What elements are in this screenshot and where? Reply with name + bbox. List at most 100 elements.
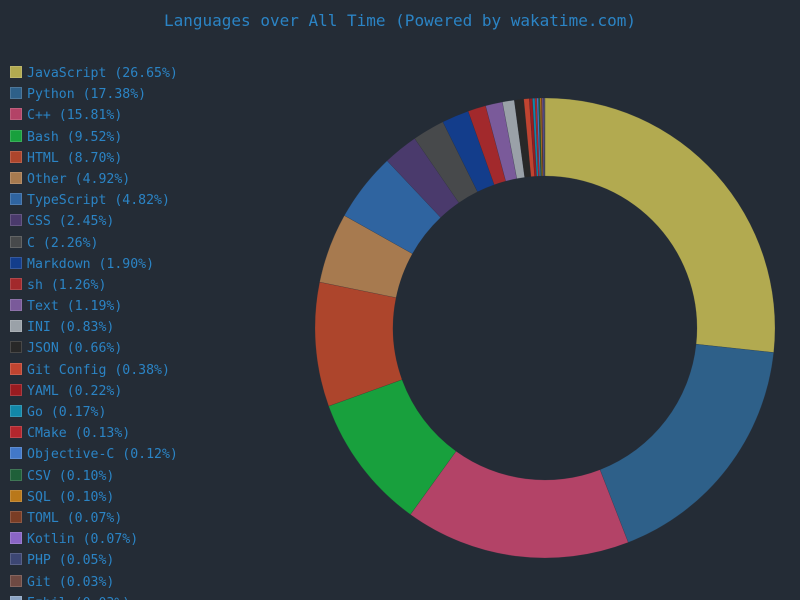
legend-item: C++ (15.81%) [10, 104, 178, 125]
legend-item: Bash (9.52%) [10, 126, 178, 147]
pie-slice-bash [328, 379, 457, 515]
legend-item: PHP (0.05%) [10, 549, 178, 570]
legend-item: Git Config (0.38%) [10, 359, 178, 380]
legend-swatch [10, 489, 22, 502]
legend-label: TypeScript (4.82%) [27, 193, 170, 209]
legend-swatch [10, 150, 22, 163]
legend-item: INI (0.83%) [10, 316, 178, 337]
legend-swatch [10, 214, 22, 227]
pie-slice-go [532, 97, 539, 177]
legend-label: Objective-C (0.12%) [27, 447, 178, 463]
legend-item: sh (1.26%) [10, 274, 178, 295]
legend-label: Ezhil (0.03%) [27, 596, 130, 600]
legend-label: Kotlin (0.07%) [27, 532, 139, 548]
pie-slice-toml [541, 97, 544, 177]
legend-label: sh (1.26%) [27, 277, 107, 293]
legend-item: Objective-C (0.12%) [10, 443, 178, 464]
legend-label: CSV (0.10%) [27, 468, 115, 484]
legend-item: JavaScript (26.65%) [10, 62, 178, 83]
legend-label: Text (1.19%) [27, 299, 123, 315]
chart-title: Languages over All Time (Powered by waka… [163, 11, 636, 30]
legend-swatch [10, 383, 22, 396]
legend-label: C (2.26%) [27, 235, 99, 251]
legend-item: TypeScript (4.82%) [10, 189, 178, 210]
legend-label: JavaScript (26.65%) [27, 66, 178, 81]
legend-label: Other (4.92%) [27, 171, 131, 187]
pie-slice-csv [538, 97, 542, 177]
pie-slice-kotlin [542, 97, 545, 177]
legend-swatch [10, 277, 22, 290]
legend-swatch [10, 447, 22, 460]
legend-item: Kotlin (0.07%) [10, 528, 178, 549]
legend-label: CMake (0.13%) [27, 426, 131, 442]
pie-slice-typescript [344, 160, 442, 255]
legend-item: HTML (8.70%) [10, 147, 178, 168]
legend-label: Git Config (0.38%) [27, 362, 170, 378]
legend-label: C++ (15.81%) [27, 108, 123, 124]
legend-swatch [10, 426, 22, 439]
legend-item: TOML (0.07%) [10, 507, 178, 528]
pie-slice-c [414, 121, 478, 204]
legend-label: Go (0.17%) [27, 405, 107, 420]
pie-slice-python [599, 343, 774, 543]
pie-slice-git-config [523, 98, 535, 177]
legend-item: YAML (0.22%) [10, 380, 178, 401]
legend-label: Python (17.38%) [27, 87, 147, 103]
pie-slice-other [319, 215, 413, 298]
legend-swatch [10, 468, 22, 481]
legend-label: Git (0.03%) [27, 574, 115, 590]
legend-swatch [10, 362, 22, 375]
legend-swatch [10, 108, 22, 121]
legend-item: CMake (0.13%) [10, 422, 178, 443]
legend-label: SQL (0.10%) [27, 489, 115, 505]
legend-label: CSS (2.45%) [27, 214, 115, 230]
legend-item: C (2.26%) [10, 232, 178, 253]
legend-item: Git (0.03%) [10, 571, 178, 592]
legend-swatch [10, 66, 22, 78]
pie-slice-html [314, 281, 403, 407]
legend-swatch [10, 235, 22, 248]
pie-slice-css [386, 138, 460, 218]
legend-swatch [10, 299, 22, 312]
legend-label: Markdown (1.90%) [27, 256, 155, 272]
legend-label: HTML (8.70%) [27, 150, 123, 166]
legend-swatch [10, 129, 22, 142]
legend-swatch [10, 341, 22, 354]
legend-swatch [10, 256, 22, 269]
chart-legend: JavaScript (26.65%) Python (17.38%) C++ (1… [10, 62, 178, 600]
legend-swatch [10, 171, 22, 184]
pie-slice-text [485, 101, 518, 182]
legend-label: TOML (0.07%) [27, 510, 123, 526]
legend-item: SQL (0.10%) [10, 486, 178, 507]
pie-slice-sql [539, 97, 543, 177]
legend-item: JSON (0.66%) [10, 337, 178, 358]
pie-slice-c- [410, 450, 629, 559]
legend-item: Markdown (1.90%) [10, 253, 178, 274]
legend-item: Other (4.92%) [10, 168, 178, 189]
legend-label: PHP (0.05%) [27, 553, 115, 569]
legend-swatch [10, 532, 22, 545]
legend-item: CSS (2.45%) [10, 210, 178, 231]
pie-slice-sh [467, 105, 507, 186]
legend-swatch [10, 87, 22, 100]
legend-swatch [10, 320, 22, 333]
legend-item: Go (0.17%) [10, 401, 178, 422]
legend-item: Text (1.19%) [10, 295, 178, 316]
pie-slice-cmake [534, 97, 540, 177]
pie-slice-yaml [528, 98, 537, 177]
legend-label: INI (0.83%) [27, 320, 115, 336]
legend-label: JSON (0.66%) [27, 341, 123, 357]
legend-item: Ezhil (0.03%) [10, 592, 178, 600]
legend-swatch [10, 553, 22, 566]
legend-swatch [10, 595, 22, 600]
legend-label: YAML (0.22%) [27, 383, 123, 399]
legend-label: Bash (9.52%) [27, 129, 123, 145]
pie-slice-objective-c [536, 97, 541, 177]
legend-swatch [10, 574, 22, 587]
legend-swatch [10, 405, 22, 417]
legend-swatch [10, 193, 22, 206]
legend-swatch [10, 510, 22, 523]
legend-item: CSV (0.10%) [10, 465, 178, 486]
